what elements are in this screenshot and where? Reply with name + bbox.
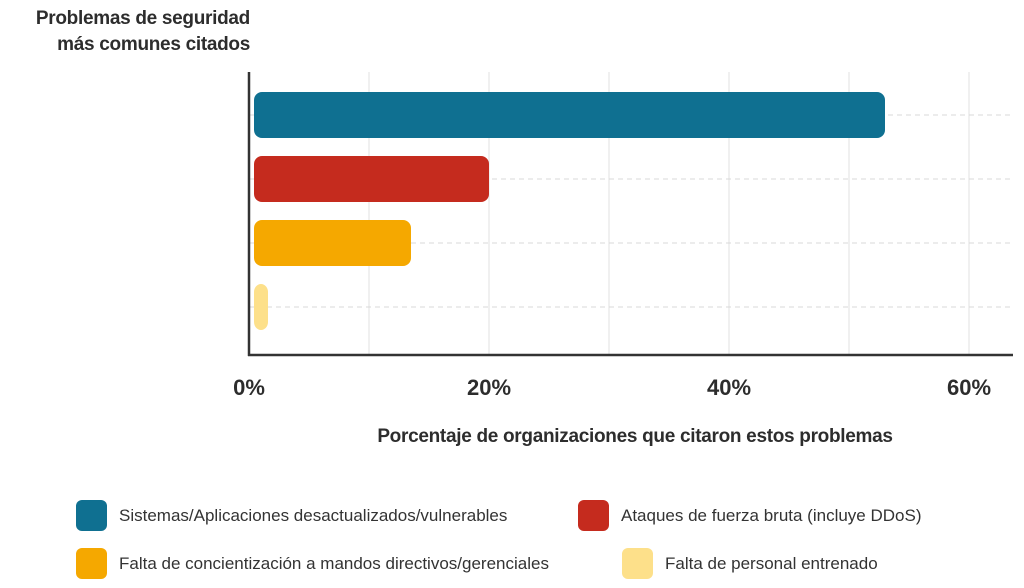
bar-3 [254,220,411,266]
y-axis-label-line-1: Problemas de seguridad [35,8,250,29]
bar-1 [254,92,885,138]
x-tick-label-0: 0% [233,375,265,400]
bar-4 [254,284,268,330]
x-tick-label-20: 20% [467,375,511,400]
x-axis-label: Porcentaje de organizaciones que citaron… [377,426,893,447]
x-tick-label-40: 40% [707,375,751,400]
x-tick-label-60: 60% [947,375,991,400]
y-axis-label: Problemas de seguridad más comunes citad… [8,6,250,58]
bar-2 [254,156,489,202]
y-axis-label-line-2: más comunes citados [57,34,250,55]
